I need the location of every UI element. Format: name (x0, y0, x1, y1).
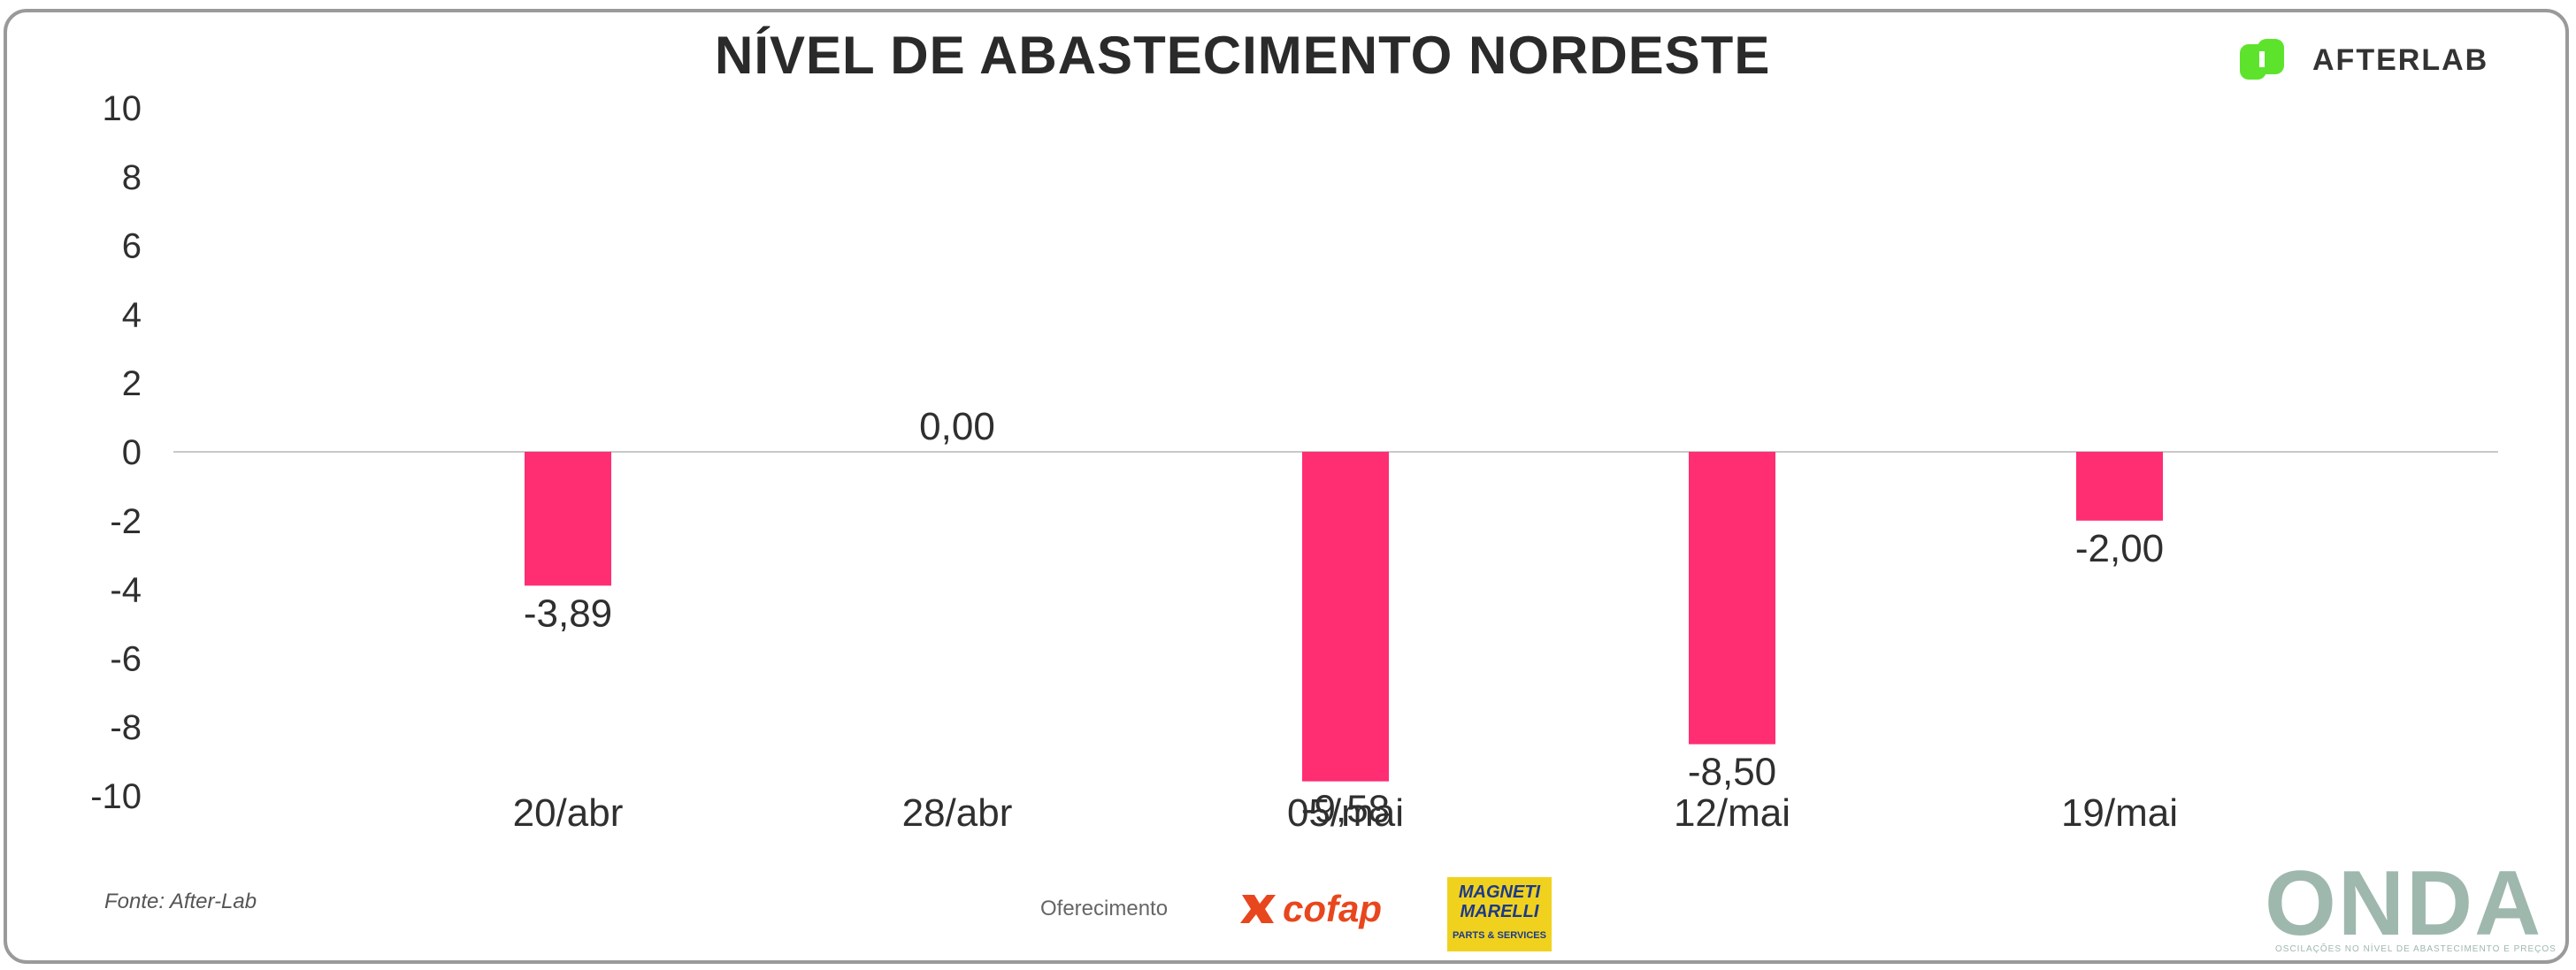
y-tick-label: 0 (122, 433, 142, 472)
bar-19-mai (2076, 452, 2163, 521)
data-label: -8,50 (1688, 751, 1776, 794)
y-tick-label: -8 (110, 708, 142, 747)
afterlab-logo-icon (2240, 39, 2284, 80)
afterlab-logo-text: AFTERLAB (2312, 42, 2489, 77)
y-tick-label: 8 (122, 158, 142, 197)
onda-logo: ONDA (2265, 852, 2543, 955)
bar-20-abr (525, 452, 611, 586)
x-tick-label: 05/mai (1287, 791, 1404, 835)
source-note: Fonte: After-Lab (104, 890, 257, 913)
cofap-logo: cofap (1238, 888, 1382, 930)
x-tick-label: 19/mai (2061, 791, 2178, 835)
y-axis: 10 8 6 4 2 0 -2 -4 -6 -8 -10 (90, 89, 142, 816)
sponsor-label: Oferecimento (1040, 897, 1169, 920)
data-label: -3,89 (524, 592, 612, 635)
magneti-logo-subtext: PARTS & SERVICES (1453, 930, 1546, 941)
bar-05-mai (1302, 452, 1389, 782)
x-tick-label: 20/abr (513, 791, 624, 835)
y-tick-label: -10 (90, 777, 142, 816)
magneti-logo-text: MAGNETI MARELLI (1458, 882, 1541, 921)
y-tick-label: -6 (110, 639, 142, 678)
onda-tagline: OSCILAÇÕES NO NÍVEL DE ABASTECIMENTO E P… (2275, 944, 2557, 954)
y-tick-label: -4 (110, 571, 142, 610)
data-label: -9,58 (1301, 788, 1390, 831)
cofap-x-icon (1240, 895, 1276, 923)
y-tick-label: -2 (110, 502, 142, 541)
y-tick-label: 6 (122, 227, 142, 266)
value-labels: -3,89 0,00 -9,58 -8,50 -2,00 (524, 405, 2164, 831)
chart-title: NÍVEL DE ABASTECIMENTO NORDESTE (715, 26, 1771, 85)
y-tick-label: 10 (103, 89, 142, 128)
x-axis: 20/abr 28/abr 05/mai 12/mai 19/mai (513, 791, 2178, 835)
bar-12-mai (1689, 452, 1775, 745)
y-tick-label: 4 (122, 295, 142, 334)
cofap-logo-text: cofap (1283, 888, 1383, 929)
x-tick-label: 28/abr (902, 791, 1013, 835)
data-label: -2,00 (2075, 527, 2164, 570)
y-tick-label: 2 (122, 364, 142, 403)
afterlab-logo: AFTERLAB (2238, 34, 2488, 87)
data-label: 0,00 (919, 405, 995, 448)
x-tick-label: 12/mai (1674, 791, 1790, 835)
magneti-marelli-logo: MAGNETI MARELLI PARTS & SERVICES (1447, 877, 1552, 951)
bars (525, 452, 2163, 782)
